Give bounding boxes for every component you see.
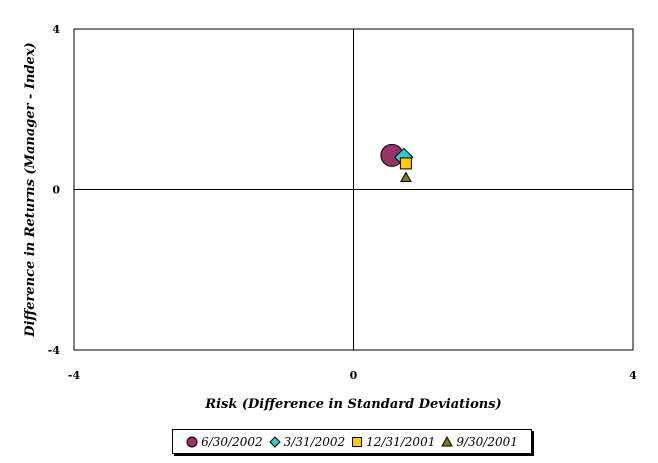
legend: 6/30/2002 3/31/2002 12/31/2001 9/30/2001 [172,429,532,454]
legend-label: 9/30/2001 [456,434,518,449]
legend-label: 3/31/2002 [283,434,346,449]
legend-marker-circle-icon [186,436,198,447]
point-square [399,157,412,170]
legend-marker [268,435,281,448]
tick-labels: -4 0 4 -4 0 4 [48,23,637,382]
legend-label: 6/30/2002 [201,434,263,449]
y-tick-label: 0 [52,184,60,197]
x-tick-label: -4 [68,369,81,382]
x-tick-label: 4 [629,369,637,382]
legend-item: 9/30/2001 [441,435,518,449]
plot-area [73,28,634,351]
x-tick-label: 0 [350,369,358,382]
y-tick-label: -4 [48,344,61,357]
y-axis-title: Difference in Returns (Manager - Index) [23,42,38,337]
legend-marker [352,436,363,447]
legend-marker-square-icon [352,436,363,447]
legend-marker-diamond-icon [268,435,281,448]
legend-marker [186,436,198,447]
legend-item: 12/31/2001 [351,435,435,449]
y-tick-label: 4 [52,23,60,36]
point-triangle [400,171,412,182]
data-points [380,143,414,182]
legend-label: 12/31/2001 [366,434,436,449]
legend-item: 6/30/2002 [186,435,263,449]
legend-marker [441,435,454,446]
legend-marker-triangle-icon [441,435,454,446]
legend-item: 3/31/2002 [268,434,346,449]
x-axis-title: Risk (Difference in Standard Deviations) [204,397,501,412]
